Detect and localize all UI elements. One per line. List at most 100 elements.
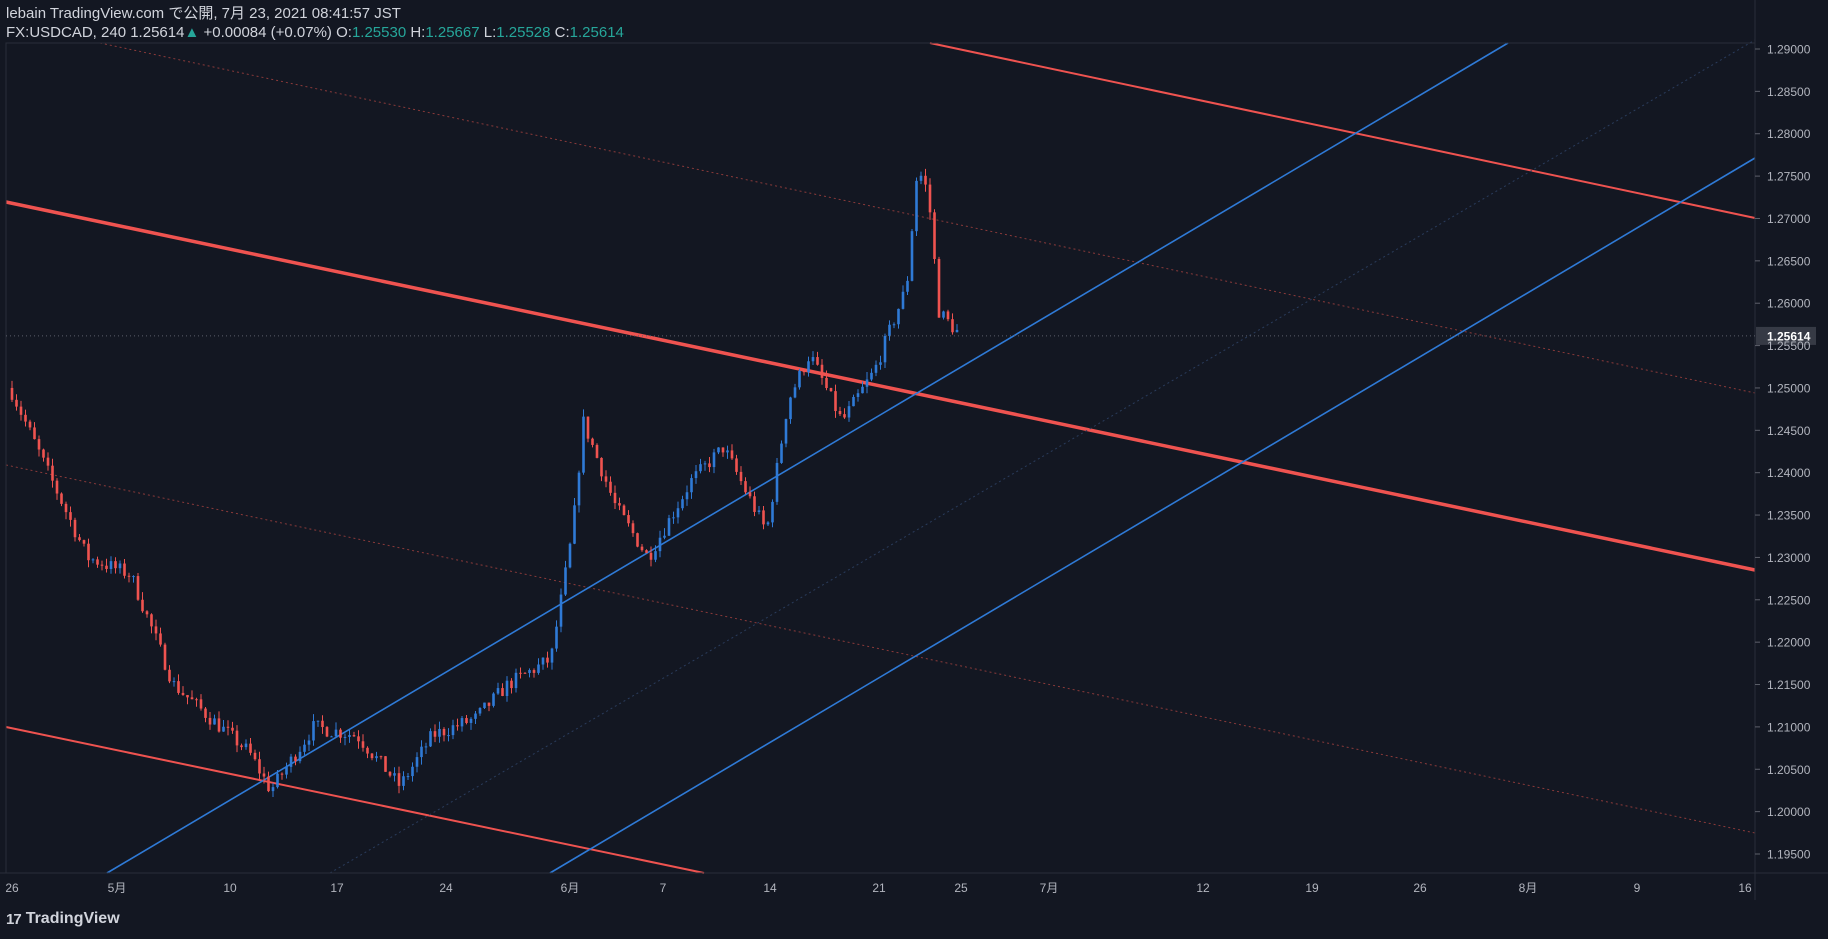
candle-body (276, 773, 279, 788)
candle (420, 740, 423, 765)
candle (735, 454, 738, 475)
candle-body (663, 535, 666, 538)
candle (829, 387, 833, 392)
candle (505, 676, 509, 702)
y-tick-label: 1.28000 (1767, 127, 1811, 141)
candle (105, 558, 108, 573)
candle-body (919, 175, 923, 181)
candle (262, 766, 266, 784)
candle (15, 394, 18, 411)
candle (780, 440, 783, 464)
candle (654, 545, 657, 563)
candle-body (235, 730, 239, 746)
candle (163, 642, 167, 671)
candle (465, 715, 468, 725)
x-tick-label: 26 (5, 881, 19, 895)
candle-body (208, 717, 212, 725)
candle-body (604, 476, 608, 482)
candle-body (406, 776, 410, 778)
y-tick-label: 1.26500 (1767, 254, 1811, 268)
candle (249, 738, 252, 756)
candle (289, 753, 293, 773)
tradingview-logo[interactable]: 17 TradingView (6, 910, 120, 928)
candle (217, 711, 221, 733)
candle (87, 538, 90, 568)
chart-header: lebain TradingView.com で公開, 7月 23, 2021 … (6, 4, 624, 42)
candle (91, 558, 95, 564)
candle (532, 668, 536, 678)
candle (208, 712, 212, 730)
x-tick-label: 19 (1305, 881, 1319, 895)
candle (672, 511, 675, 524)
candle (753, 491, 756, 517)
candle (609, 476, 612, 496)
candle-body (163, 644, 167, 670)
y-tick-label: 1.24500 (1767, 424, 1811, 438)
candle-body (559, 594, 563, 627)
candle-body (460, 718, 464, 727)
red-channel-upper (929, 42, 1756, 219)
candle (276, 769, 279, 789)
candle (928, 178, 932, 220)
price-change: +0.00084 (+0.07%) (203, 24, 332, 41)
candle-body (60, 493, 63, 504)
candle (204, 706, 207, 723)
candle-body (172, 681, 176, 683)
candle (114, 557, 117, 574)
candle (28, 419, 32, 431)
candle-body (397, 773, 401, 786)
candle (37, 435, 41, 457)
candle-body (933, 212, 936, 260)
candle (631, 520, 635, 537)
y-tick-label: 1.25500 (1767, 339, 1811, 353)
candle-body (870, 372, 873, 380)
candle-body (564, 567, 567, 595)
candle-body (861, 386, 864, 394)
candle-body (807, 361, 810, 373)
candle-body (843, 414, 846, 418)
candle-body (226, 726, 230, 728)
candle (132, 575, 135, 583)
candle-body (667, 518, 671, 536)
candle-body (82, 540, 86, 544)
candle (951, 313, 954, 335)
candle (370, 752, 374, 761)
candle (19, 400, 23, 421)
candle-body (631, 523, 635, 534)
candle-body (586, 416, 590, 439)
candle (748, 486, 752, 499)
candle-body (73, 519, 77, 538)
candle-body (640, 546, 644, 551)
x-tick-label: 10 (223, 881, 237, 895)
candle (888, 320, 891, 341)
candle-body (955, 329, 959, 333)
y-tick-label: 1.24000 (1767, 466, 1811, 480)
candle (573, 498, 576, 545)
candle-body (793, 387, 797, 398)
candle (793, 383, 797, 399)
candle (307, 734, 311, 751)
candle-body (271, 787, 275, 792)
candle (424, 742, 428, 754)
x-tick-label: 26 (1413, 881, 1427, 895)
candle (820, 359, 824, 385)
candle (577, 470, 581, 513)
candle-body (928, 184, 932, 213)
candle-body (375, 756, 378, 759)
candle-body (262, 773, 266, 777)
candle-body (114, 561, 117, 569)
candle-body (127, 575, 131, 577)
candle-body (721, 447, 725, 453)
candle-body (186, 694, 189, 698)
x-tick-label: 12 (1196, 881, 1210, 895)
candle-body (654, 551, 657, 560)
candle-body (541, 657, 545, 665)
y-tick-label: 1.26000 (1767, 297, 1811, 311)
candle (235, 725, 239, 753)
candle (127, 572, 131, 583)
candle-body (888, 324, 891, 336)
candle (843, 408, 846, 419)
candle-body (298, 751, 302, 762)
candle (393, 767, 396, 782)
